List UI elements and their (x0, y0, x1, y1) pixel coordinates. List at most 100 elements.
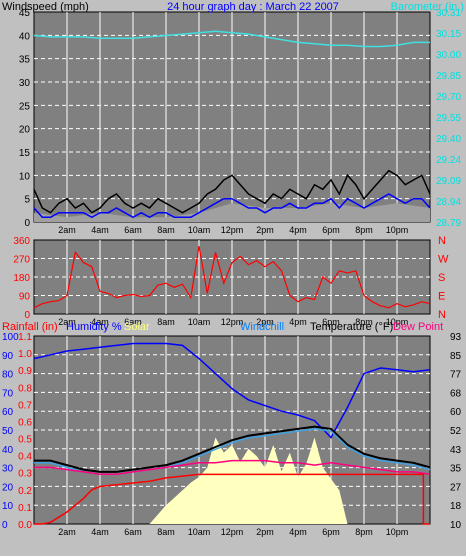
windspeed-tick-label: 10 (19, 171, 31, 182)
x-tick-label: 10pm (386, 527, 409, 537)
barometer-tick-label: 30.15 (436, 29, 461, 40)
temperature-tick-label: 52 (450, 426, 462, 437)
x-tick-label: 2am (58, 527, 76, 537)
barometer-tick-label: 30.00 (436, 50, 461, 61)
temperature-tick-label: 93 (450, 332, 462, 343)
x-tick-label: 4pm (289, 225, 307, 235)
rainfall-legend: Rainfall (in) (2, 321, 58, 333)
compass-tick-label: N (438, 309, 446, 321)
x-tick-label: 2pm (256, 317, 274, 327)
temperature-legend: Temperature (°F) (310, 321, 393, 333)
temperature-tick-label: 77 (450, 370, 462, 381)
barometer-tick-label: 29.24 (436, 155, 461, 166)
windspeed-tick-label: 20 (19, 125, 31, 136)
temperature-tick-label: 10 (450, 520, 462, 531)
x-tick-label: 6am (124, 527, 142, 537)
temperature-tick-label: 27 (450, 482, 462, 493)
humidity-tick-label: 10 (2, 501, 14, 512)
windspeed-axis-title: Windspeed (mph) (2, 1, 89, 13)
x-tick-label: 2pm (256, 225, 274, 235)
windspeed-tick-label: 25 (19, 101, 31, 112)
rain-tick-label: 0.4 (18, 452, 32, 463)
x-tick-label: 6am (124, 317, 142, 327)
windspeed-tick-label: 35 (19, 55, 31, 66)
barometer-tick-label: 29.85 (436, 71, 461, 82)
rain-tick-label: 0.6 (18, 417, 32, 428)
rain-tick-label: 0.9 (18, 366, 32, 377)
temperature-tick-label: 60 (450, 407, 462, 418)
wind-gust-line (33, 169, 431, 214)
rain-tick-label: 0.3 (18, 469, 32, 480)
barometer-line (33, 30, 430, 48)
direction-tick-label: 180 (13, 273, 30, 284)
compass-tick-label: E (438, 291, 445, 303)
x-tick-label: 8am (157, 527, 175, 537)
x-tick-label: 6am (124, 225, 142, 235)
x-tick-label: 8am (157, 225, 175, 235)
dew-point-line (34, 459, 431, 475)
temperature-tick-label: 43 (450, 445, 462, 456)
x-tick-label: 2pm (256, 527, 274, 537)
compass-tick-label: S (438, 272, 445, 284)
direction-tick-label: 360 (13, 236, 30, 247)
barometer-tick-label: 28.79 (436, 218, 461, 229)
compass-tick-label: W (438, 254, 449, 266)
barometer-tick-label: 29.70 (436, 92, 461, 103)
barometer-tick-label: 28.94 (436, 197, 461, 208)
rain-tick-label: 0.7 (18, 400, 32, 411)
windspeed-tick-label: 0 (24, 218, 30, 229)
humidity-tick-label: 60 (2, 407, 14, 418)
chart-title: 24 hour graph day : March 22 2007 (167, 1, 339, 13)
rain-tick-label: 0.2 (18, 486, 32, 497)
barometer-tick-label: 29.40 (436, 134, 461, 145)
humidity-tick-label: 70 (2, 388, 14, 399)
x-tick-label: 4am (91, 527, 109, 537)
humidity-tick-label: 20 (2, 482, 14, 493)
windspeed-tick-label: 5 (24, 195, 30, 206)
temperature-tick-label: 85 (450, 351, 462, 362)
x-tick-label: 8pm (355, 527, 373, 537)
rain-tick-label: 0.5 (18, 435, 32, 446)
humidity-tick-label: 90 (2, 351, 14, 362)
rain-tick-label: 1.1 (18, 332, 32, 343)
temperature-tick-label: 18 (450, 501, 462, 512)
windspeed-tick-label: 30 (19, 78, 31, 89)
windchill-legend: Windchill (240, 321, 284, 333)
temperature-tick-label: 68 (450, 388, 462, 399)
x-tick-label: 2am (58, 225, 76, 235)
direction-tick-label: 270 (13, 255, 30, 266)
x-tick-label: 4am (91, 225, 109, 235)
rainfall-in-line (34, 473, 430, 525)
x-tick-label: 12pm (221, 225, 244, 235)
humidity-tick-label: 50 (2, 426, 14, 437)
x-tick-label: 10am (188, 527, 211, 537)
solar-legend: Solar (124, 321, 150, 333)
x-tick-label: 10pm (386, 317, 409, 327)
x-tick-label: 4pm (289, 527, 307, 537)
x-tick-label: 6pm (322, 317, 340, 327)
rain-tick-label: 0.1 (18, 503, 32, 514)
humidity-legend: Humidity % (66, 321, 122, 333)
humidity-line (33, 342, 431, 439)
rain-tick-label: 0.0 (18, 520, 32, 531)
humidity-tick-label: 100 (2, 332, 19, 343)
x-tick-label: 12pm (221, 527, 244, 537)
windspeed-tick-label: 45 (19, 8, 31, 19)
dew-point-legend: Dew Point (393, 321, 443, 333)
rain-tick-label: 0.8 (18, 383, 32, 394)
wind-speed-line (33, 193, 431, 219)
x-tick-label: 4am (91, 317, 109, 327)
humidity-tick-label: 0 (2, 520, 8, 531)
x-tick-label: 2am (58, 317, 76, 327)
barometer-axis-title: Barometer (in.) (391, 1, 464, 13)
x-tick-label: 8pm (355, 317, 373, 327)
x-tick-label: 6pm (322, 225, 340, 235)
x-tick-label: 8am (157, 317, 175, 327)
x-tick-label: 8pm (355, 225, 373, 235)
barometer-tick-label: 30.31 (436, 8, 461, 19)
humidity-tick-label: 80 (2, 370, 14, 381)
windspeed-tick-label: 15 (19, 148, 31, 159)
x-tick-label: 10am (188, 225, 211, 235)
